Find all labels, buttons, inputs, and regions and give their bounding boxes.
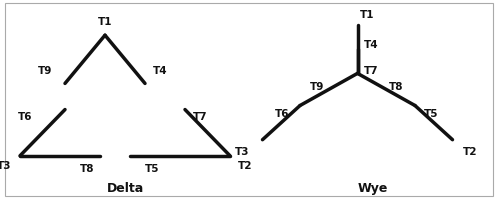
Text: T7: T7 [192,111,207,121]
Text: T1: T1 [98,17,112,27]
Text: T9: T9 [310,82,324,92]
Text: T4: T4 [152,66,167,76]
Text: T4: T4 [364,40,378,50]
Text: T5: T5 [424,108,438,118]
Text: T8: T8 [80,163,95,173]
Text: T2: T2 [462,146,477,156]
Text: T8: T8 [389,82,404,92]
Text: T3: T3 [234,146,249,156]
Text: T5: T5 [145,163,160,173]
Text: T3: T3 [0,160,11,170]
Text: Delta: Delta [106,181,144,194]
Text: T6: T6 [274,108,289,118]
Text: T9: T9 [38,66,52,76]
Text: T2: T2 [238,160,252,170]
Text: T1: T1 [360,10,374,20]
Text: T7: T7 [364,66,378,76]
Text: T6: T6 [18,111,32,121]
Text: Wye: Wye [358,181,388,194]
